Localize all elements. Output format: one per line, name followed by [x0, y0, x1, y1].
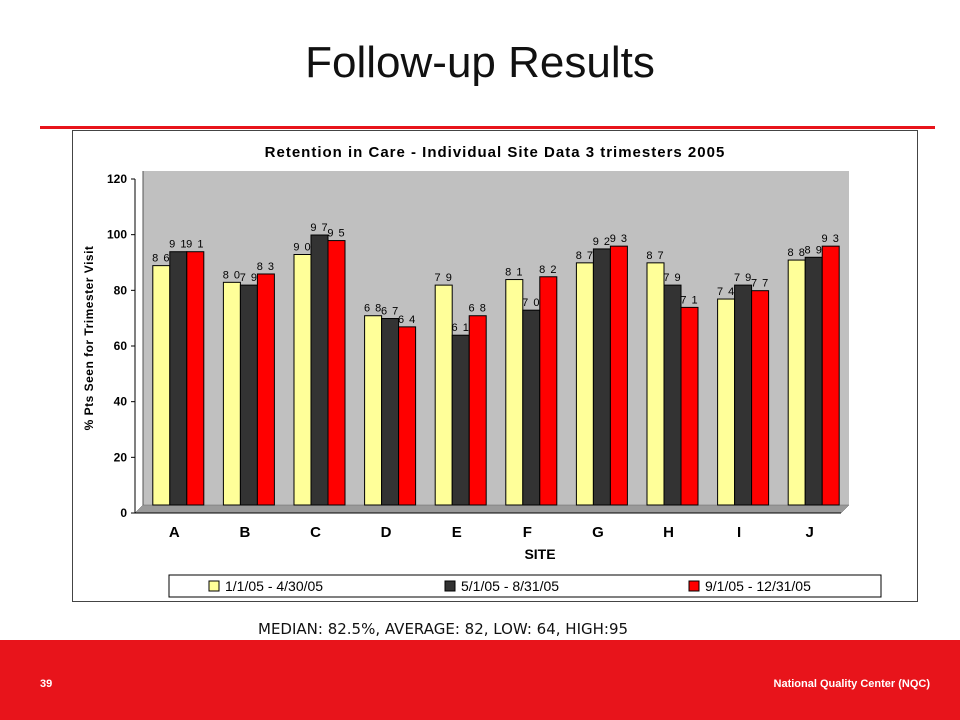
- summary-stats: MEDIAN: 82.5%, AVERAGE: 82, LOW: 64, HIG…: [258, 620, 629, 638]
- data-label-F-2: 7 0: [522, 297, 540, 309]
- data-label-A-3: 9 1: [186, 239, 204, 251]
- legend-swatch-2: [444, 580, 456, 592]
- data-label-H-2: 7 9: [663, 272, 681, 284]
- bar-E-series-3: [468, 315, 487, 506]
- retention-bar-chart: Retention in Care - Individual Site Data…: [82, 144, 882, 598]
- footer-bar: [0, 640, 960, 720]
- y-tick-label: 80: [114, 283, 128, 297]
- data-label-A-2: 9 1: [169, 239, 187, 251]
- bar-G-series-1: [575, 262, 594, 506]
- y-tick-label: 20: [114, 450, 128, 464]
- page-number: 39: [40, 678, 53, 690]
- x-tick-label-H: H: [663, 524, 674, 541]
- bar-F-series-3: [539, 276, 558, 506]
- chart-frame: Retention in Care - Individual Site Data…: [72, 130, 918, 602]
- data-label-F-1: 8 1: [505, 267, 523, 279]
- bar-J-series-2: [804, 256, 823, 506]
- bar-I-series-1: [717, 298, 736, 506]
- data-label-H-3: 7 1: [680, 294, 698, 306]
- bar-F-series-2: [522, 309, 541, 506]
- title-divider: [40, 126, 935, 129]
- plot-floor: [134, 504, 850, 514]
- data-label-G-3: 9 3: [610, 233, 628, 245]
- data-label-J-1: 8 8: [788, 247, 806, 259]
- data-label-I-1: 7 4: [717, 286, 735, 298]
- bar-I-series-3: [751, 290, 770, 506]
- x-tick-label-A: A: [169, 524, 180, 541]
- bar-D-series-2: [381, 318, 400, 506]
- legend-label-3: 9/1/05 - 12/31/05: [705, 578, 811, 594]
- x-tick-label-B: B: [239, 524, 250, 541]
- bar-H-series-3: [680, 306, 699, 506]
- bar-B-series-2: [239, 284, 258, 506]
- bar-C-series-3: [327, 240, 346, 506]
- slide-title: Follow-up Results: [305, 38, 655, 87]
- y-axis-label: % Pts Seen for Trimester Visit: [82, 246, 96, 431]
- bar-H-series-1: [646, 262, 665, 506]
- footer-organization: National Quality Center (NQC): [773, 678, 930, 690]
- x-tick-label-C: C: [310, 524, 321, 541]
- bar-E-series-1: [434, 284, 453, 506]
- y-tick-label: 0: [120, 506, 127, 520]
- x-tick-label-F: F: [523, 524, 532, 541]
- bar-C-series-2: [310, 234, 329, 506]
- legend-swatch-1: [208, 580, 220, 592]
- x-tick-label-G: G: [592, 524, 604, 541]
- data-label-D-1: 6 8: [364, 303, 382, 315]
- data-label-F-3: 8 2: [539, 264, 557, 276]
- data-label-E-1: 7 9: [435, 272, 453, 284]
- bar-B-series-1: [222, 281, 241, 506]
- legend-label-2: 5/1/05 - 8/31/05: [461, 578, 559, 594]
- bar-J-series-3: [821, 245, 840, 506]
- data-label-I-3: 7 7: [751, 278, 769, 290]
- data-label-A-1: 8 6: [152, 253, 170, 265]
- bar-C-series-1: [293, 254, 312, 506]
- bar-B-series-3: [256, 273, 275, 506]
- bar-A-series-1: [152, 265, 171, 506]
- x-tick-label-J: J: [806, 524, 814, 541]
- x-tick-label-E: E: [452, 524, 462, 541]
- data-label-H-1: 8 7: [646, 250, 664, 262]
- bar-E-series-2: [451, 334, 470, 506]
- data-label-C-1: 9 0: [293, 242, 311, 254]
- data-label-C-2: 9 7: [310, 222, 328, 234]
- data-label-J-2: 8 9: [805, 244, 823, 256]
- bar-J-series-1: [787, 259, 806, 506]
- data-label-D-3: 6 4: [398, 314, 416, 326]
- bar-A-series-2: [169, 251, 188, 506]
- data-label-B-1: 8 0: [223, 269, 241, 281]
- bar-F-series-1: [505, 279, 524, 506]
- bar-H-series-2: [663, 284, 682, 506]
- x-tick-label-D: D: [381, 524, 392, 541]
- data-label-G-2: 9 2: [593, 236, 611, 248]
- bar-I-series-2: [734, 284, 753, 506]
- x-axis-label: SITE: [524, 546, 555, 562]
- data-label-E-3: 6 8: [469, 303, 487, 315]
- data-label-D-2: 6 7: [381, 306, 399, 318]
- bar-A-series-3: [186, 251, 205, 506]
- y-tick-label: 120: [107, 172, 127, 186]
- data-label-B-2: 7 9: [240, 272, 258, 284]
- legend-swatch-3: [688, 580, 700, 592]
- bar-D-series-3: [398, 326, 417, 506]
- y-tick-label: 40: [114, 395, 128, 409]
- data-label-G-1: 8 7: [576, 250, 594, 262]
- bar-D-series-1: [364, 315, 383, 506]
- data-label-E-2: 6 1: [452, 322, 470, 334]
- bar-G-series-2: [592, 248, 611, 506]
- data-label-I-2: 7 9: [734, 272, 752, 284]
- legend-label-1: 1/1/05 - 4/30/05: [225, 578, 323, 594]
- x-tick-label-I: I: [737, 524, 741, 541]
- data-label-C-3: 9 5: [327, 228, 345, 240]
- legend-box: [168, 574, 882, 598]
- chart-title: Retention in Care - Individual Site Data…: [265, 144, 726, 161]
- bar-G-series-3: [609, 245, 628, 506]
- data-label-B-3: 8 3: [257, 261, 275, 273]
- y-tick-label: 100: [107, 228, 127, 242]
- y-tick-label: 60: [114, 339, 128, 353]
- data-label-J-3: 9 3: [822, 233, 840, 245]
